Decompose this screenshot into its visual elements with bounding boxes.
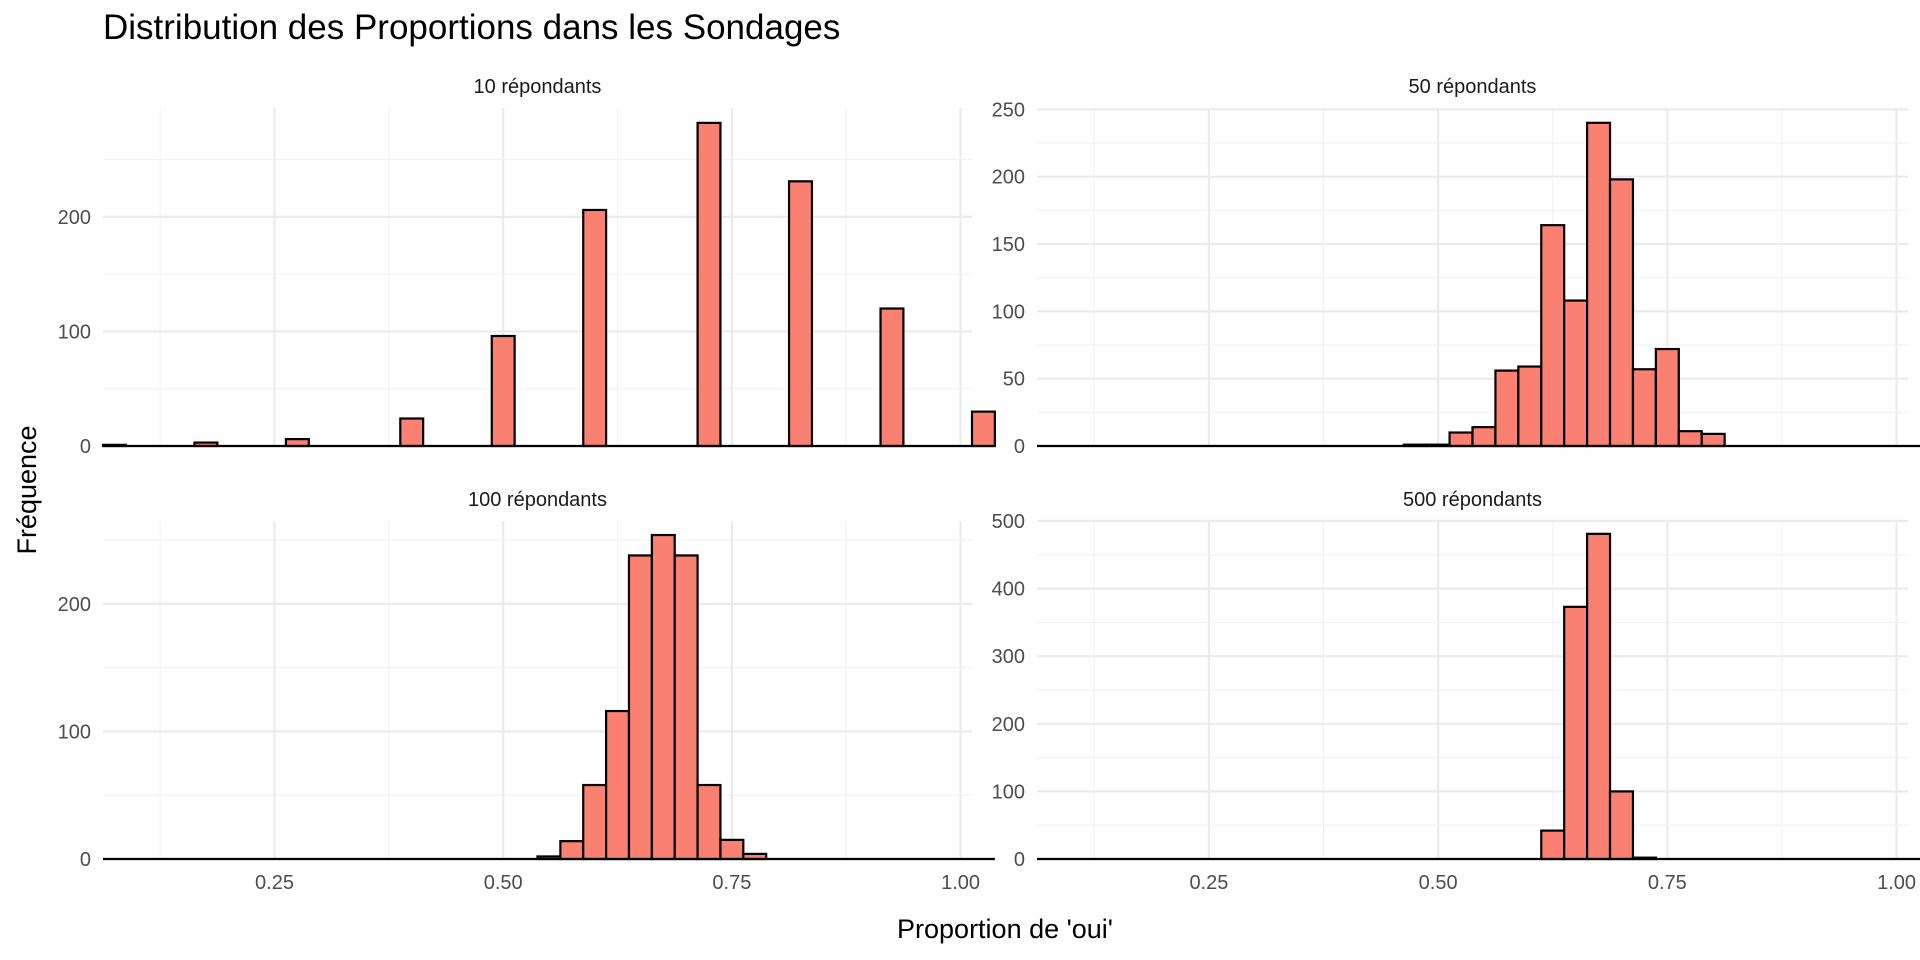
histogram-bar [1608, 178, 1635, 448]
y-tick-label: 200 [992, 714, 1025, 736]
histogram-bar [1700, 432, 1726, 448]
histogram-bar [1631, 368, 1657, 448]
histogram-bar [1448, 431, 1474, 448]
y-tick-label: 150 [992, 234, 1025, 256]
panel-strip-label: 100 répondants [468, 489, 607, 511]
histogram-bar [970, 410, 996, 448]
panel-strip-label: 50 répondants [1409, 76, 1537, 98]
histogram-bar [696, 121, 722, 448]
y-tick-label: 200 [58, 207, 91, 229]
y-tick-label: 300 [992, 646, 1025, 668]
x-tick-label: 1.00 [941, 872, 980, 894]
x-tick-label: 0.25 [255, 872, 294, 894]
histogram-bar [490, 334, 516, 448]
y-tick-label: 0 [1014, 849, 1025, 871]
histogram-bar [582, 208, 608, 448]
histogram-bar [1586, 121, 1612, 448]
x-tick-label: 0.50 [1419, 872, 1458, 894]
y-tick-label: 0 [80, 436, 91, 458]
histogram-bar [582, 783, 608, 861]
x-tick-label: 0.75 [1648, 872, 1687, 894]
histogram-bar [1608, 790, 1635, 861]
histogram-bar [650, 533, 676, 861]
x-axis-title: Proportion de 'oui' [897, 914, 1113, 944]
histogram-bar [673, 554, 699, 861]
panel-1: 10 répondants 0 100 200 [58, 76, 996, 458]
y-tick-label: 250 [992, 99, 1025, 121]
histogram-bar [627, 554, 653, 861]
x-tick-label: 0.75 [712, 872, 751, 894]
histogram-bar [879, 307, 905, 448]
histogram-bar [696, 783, 722, 861]
panel-strip-label: 10 répondants [474, 76, 602, 98]
y-tick-label: 200 [58, 594, 91, 616]
x-tick-label: 1.00 [1877, 872, 1916, 894]
x-tick-label: 0.50 [484, 872, 523, 894]
histogram-bar [399, 417, 425, 448]
histogram-bar [1517, 365, 1543, 448]
x-tick-label: 0.25 [1189, 872, 1228, 894]
histogram-bar [1563, 299, 1589, 448]
y-axis-title: Fréquence [12, 425, 42, 554]
histogram-bar [1654, 347, 1680, 448]
panel-4: 500 répondants 0 100 200 300 400 500 0.25 0.50 0.… [992, 489, 1920, 894]
histogram-bar [787, 180, 814, 448]
y-tick-label: 0 [80, 849, 91, 871]
histogram-bar [1540, 224, 1566, 448]
histogram-bar [1586, 532, 1612, 861]
y-tick-label: 100 [58, 721, 91, 743]
histogram-bar [605, 709, 631, 861]
chart-title: Distribution des Proportions dans les So… [103, 8, 841, 47]
panel-strip-label: 500 répondants [1403, 489, 1542, 511]
y-tick-label: 100 [992, 301, 1025, 323]
panel-2: 50 répondants 0 50 100 150 200 250 [992, 76, 1920, 458]
histogram-bar [719, 838, 745, 861]
y-tick-label: 100 [992, 781, 1025, 803]
panel-3: 100 répondants 0 100 200 0.25 0.50 0.75 1.00 [58, 489, 995, 894]
histogram-bar [1471, 426, 1497, 448]
histogram-bar [1677, 430, 1703, 448]
histogram-bar [559, 840, 585, 861]
y-tick-label: 0 [1014, 436, 1025, 458]
y-tick-label: 400 [992, 579, 1025, 601]
histogram-bar [1494, 369, 1520, 448]
y-tick-label: 50 [1003, 369, 1025, 391]
y-tick-label: 100 [58, 321, 91, 343]
y-tick-label: 500 [992, 511, 1025, 533]
histogram-bar [1540, 829, 1566, 861]
histogram-bar [1563, 605, 1589, 861]
y-tick-label: 200 [992, 167, 1025, 189]
